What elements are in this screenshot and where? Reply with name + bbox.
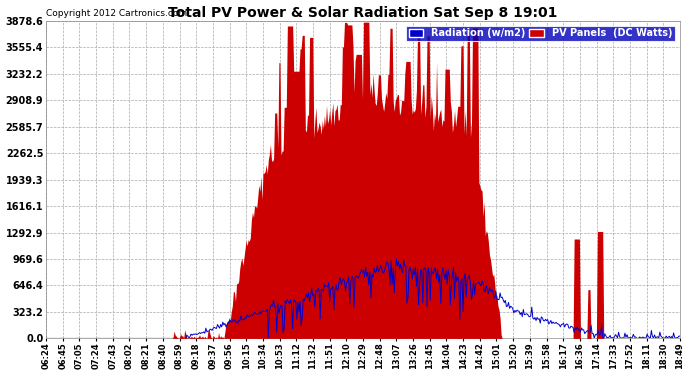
- Text: Copyright 2012 Cartronics.com: Copyright 2012 Cartronics.com: [46, 9, 187, 18]
- Legend: Radiation (w/m2), PV Panels  (DC Watts): Radiation (w/m2), PV Panels (DC Watts): [406, 26, 675, 41]
- Title: Total PV Power & Solar Radiation Sat Sep 8 19:01: Total PV Power & Solar Radiation Sat Sep…: [168, 6, 558, 20]
